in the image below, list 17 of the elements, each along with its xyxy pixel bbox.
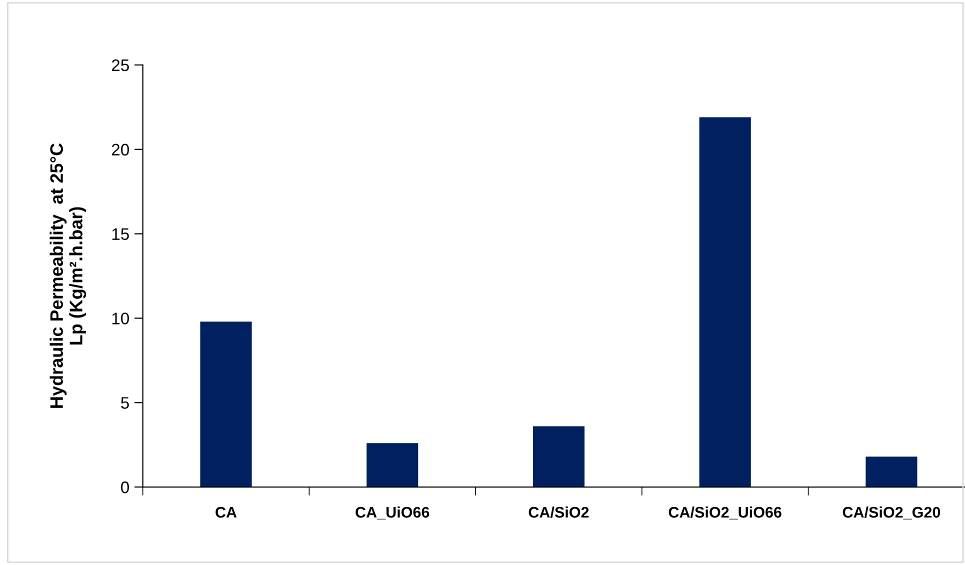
bar xyxy=(866,456,918,488)
x-tick-label: CA_UiO66 xyxy=(356,506,430,520)
y-tick-label: 5 xyxy=(121,397,129,409)
bar xyxy=(200,322,252,488)
y-tick-label: 0 xyxy=(121,481,129,494)
x-tick-label: CA/SiO2_G20 xyxy=(842,506,940,520)
y-tick-label: 25 xyxy=(112,59,129,72)
x-tick-label: CA/SiO2_UiO66 xyxy=(668,506,782,520)
y-axis-title: Hydraulic Permeability at 25°C Lp (Kg/m².h.bar) xyxy=(50,143,86,408)
y-tick-label: 10 xyxy=(112,312,129,324)
x-tick-label: CA/SiO2 xyxy=(528,506,589,518)
y-tick-label: 15 xyxy=(112,228,129,240)
bar xyxy=(532,426,585,488)
bar xyxy=(699,117,751,488)
y-tick-label: 20 xyxy=(112,144,129,156)
x-tick-label: CA xyxy=(216,506,237,518)
bar xyxy=(366,443,418,488)
